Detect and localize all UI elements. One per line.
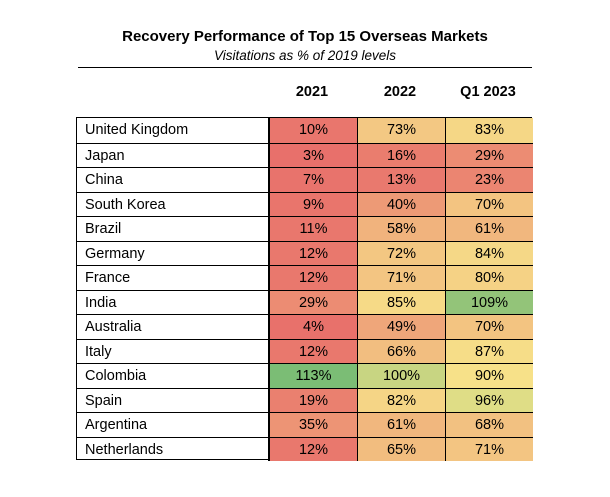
value-cell-2022: 61% [357,412,445,437]
market-name: Japan [77,142,269,167]
table-row: India 29% 85% 109% [77,289,533,314]
value-cell-2021: 10% [269,118,357,143]
value-cell-2022: 16% [357,142,445,167]
value-cell-2021: 113% [269,363,357,388]
table-row: Colombia 113% 100% 90% [77,363,533,388]
market-name: China [77,167,269,192]
market-name: South Korea [77,191,269,216]
value-cell-q1-2023: 90% [445,363,533,388]
value-cell-2022: 71% [357,265,445,290]
value-cell-q1-2023: 87% [445,338,533,363]
value-cell-2021: 9% [269,191,357,216]
chart-subtitle: Visitations as % of 2019 levels [213,48,397,63]
market-name: Brazil [77,216,269,241]
market-name: Colombia [77,363,269,388]
value-cell-2022: 40% [357,191,445,216]
table-row: Australia 4% 49% 70% [77,314,533,339]
value-cell-2022: 82% [357,387,445,412]
column-header-2022: 2022 [383,84,417,100]
column-headers: 2021 2022 Q1 2023 [268,84,532,106]
table-row: Brazil 11% 58% 61% [77,216,533,241]
market-name: United Kingdom [77,118,269,143]
title-divider [78,67,532,68]
market-name: Germany [77,240,269,265]
market-name: Australia [77,314,269,339]
table-row: France 12% 71% 80% [77,265,533,290]
value-cell-q1-2023: 70% [445,314,533,339]
value-cell-2021: 12% [269,240,357,265]
value-cell-2021: 11% [269,216,357,241]
market-name: India [77,289,269,314]
value-cell-2021: 19% [269,387,357,412]
value-cell-q1-2023: 68% [445,412,533,437]
table-row: South Korea 9% 40% 70% [77,191,533,216]
column-header-q1-2023: Q1 2023 [460,84,516,100]
table-row: Japan 3% 16% 29% [77,142,533,167]
market-name: Spain [77,387,269,412]
value-cell-q1-2023: 96% [445,387,533,412]
value-cell-q1-2023: 71% [445,436,533,461]
value-cell-q1-2023: 80% [445,265,533,290]
value-cell-q1-2023: 84% [445,240,533,265]
value-cell-2021: 35% [269,412,357,437]
column-header-2021: 2021 [295,84,329,100]
table-row: Spain 19% 82% 96% [77,387,533,412]
value-cell-2021: 29% [269,289,357,314]
value-cell-2022: 13% [357,167,445,192]
value-cell-2022: 49% [357,314,445,339]
table-row: Argentina 35% 61% 68% [77,412,533,437]
table-row: Italy 12% 66% 87% [77,338,533,363]
table-row: United Kingdom 10% 73% 83% [77,118,533,143]
value-cell-q1-2023: 109% [445,289,533,314]
market-name: Argentina [77,412,269,437]
value-cell-q1-2023: 23% [445,167,533,192]
value-cell-2021: 7% [269,167,357,192]
value-cell-2021: 12% [269,338,357,363]
heatmap-table: United Kingdom 10% 73% 83% Japan 3% 16% 29% Chin… [76,117,533,461]
value-cell-2021: 3% [269,142,357,167]
value-cell-2021: 12% [269,265,357,290]
value-cell-q1-2023: 70% [445,191,533,216]
value-cell-q1-2023: 83% [445,118,533,143]
market-name: Italy [77,338,269,363]
table-row: Netherlands 12% 65% 71% [77,436,533,461]
value-cell-2021: 4% [269,314,357,339]
value-cell-2022: 65% [357,436,445,461]
value-cell-2022: 73% [357,118,445,143]
chart-title: Recovery Performance of Top 15 Overseas … [122,28,488,45]
market-name: Netherlands [77,436,269,461]
value-cell-2022: 72% [357,240,445,265]
market-name: France [77,265,269,290]
value-cell-2022: 85% [357,289,445,314]
value-cell-q1-2023: 61% [445,216,533,241]
value-cell-2021: 12% [269,436,357,461]
table-row: China 7% 13% 23% [77,167,533,192]
value-cell-q1-2023: 29% [445,142,533,167]
value-cell-2022: 58% [357,216,445,241]
table-row: Germany 12% 72% 84% [77,240,533,265]
value-cell-2022: 66% [357,338,445,363]
value-cell-2022: 100% [357,363,445,388]
